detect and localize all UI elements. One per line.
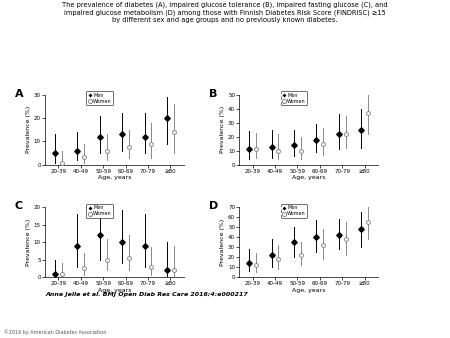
Legend: Men, Women: Men, Women (280, 204, 307, 218)
Text: C: C (14, 201, 22, 211)
Text: BMJ Open
Diabetes
Research
& Care: BMJ Open Diabetes Research & Care (393, 279, 435, 319)
Legend: Men, Women: Men, Women (280, 92, 307, 105)
Text: A: A (14, 89, 23, 99)
Y-axis label: Prevalence (%): Prevalence (%) (26, 106, 31, 153)
Text: D: D (209, 201, 218, 211)
Legend: Men, Women: Men, Women (86, 204, 113, 218)
Text: B: B (209, 89, 217, 99)
Text: ©2016 by American Diabetes Association: ©2016 by American Diabetes Association (4, 329, 107, 335)
X-axis label: Age, years: Age, years (98, 288, 131, 293)
Text: The prevalence of diabetes (A), impaired glucose tolerance (B), impaired fasting: The prevalence of diabetes (A), impaired… (62, 2, 388, 23)
X-axis label: Age, years: Age, years (292, 288, 325, 293)
Text: Anne Jelle et al. BMJ Open Diab Res Care 2016;4:e000217: Anne Jelle et al. BMJ Open Diab Res Care… (45, 292, 248, 297)
X-axis label: Age, years: Age, years (98, 175, 131, 180)
Y-axis label: Prevalence (%): Prevalence (%) (220, 218, 225, 266)
X-axis label: Age, years: Age, years (292, 175, 325, 180)
Legend: Men, Women: Men, Women (86, 92, 113, 105)
Y-axis label: Prevalence (%): Prevalence (%) (220, 106, 225, 153)
Y-axis label: Prevalence (%): Prevalence (%) (26, 218, 31, 266)
